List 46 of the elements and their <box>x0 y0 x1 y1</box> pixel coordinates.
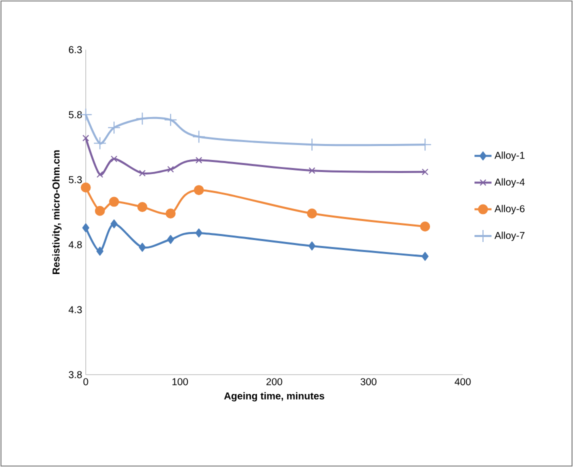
legend-label: Alloy-7 <box>494 232 524 241</box>
point <box>164 113 178 126</box>
legend-label: Alloy-1 <box>494 152 524 161</box>
x-axis-title: Ageing time, minutes <box>224 392 324 402</box>
point <box>196 156 202 164</box>
point <box>195 228 202 238</box>
point <box>420 221 430 232</box>
point <box>93 136 106 150</box>
point <box>137 202 148 212</box>
point <box>136 112 149 126</box>
x-tick-label: 0 <box>83 378 88 386</box>
x-tick-label: 400 <box>454 378 471 386</box>
point <box>166 208 176 218</box>
point <box>138 242 146 252</box>
point <box>82 134 90 142</box>
point <box>306 208 317 218</box>
point <box>110 156 118 162</box>
point <box>96 246 104 256</box>
point <box>422 168 428 176</box>
x-tick-label: 300 <box>360 378 376 386</box>
point <box>167 234 174 244</box>
point <box>422 252 429 261</box>
point <box>82 223 90 232</box>
point <box>194 185 204 196</box>
point <box>110 219 118 228</box>
x-tick-label: 200 <box>266 378 282 386</box>
y-tick-label: 6.3 <box>68 46 82 54</box>
point <box>192 130 206 144</box>
point <box>108 121 121 134</box>
legend-label: Alloy-6 <box>494 204 525 214</box>
point <box>308 241 316 250</box>
point <box>138 170 146 177</box>
y-tick-label: 5.8 <box>68 111 82 118</box>
y-axis-title: Resistivity, micro-Ohm.cm <box>52 150 62 274</box>
y-tick-label: 4.3 <box>68 306 82 314</box>
point <box>167 166 174 173</box>
point <box>94 206 105 216</box>
y-tick-label: 5.3 <box>68 176 82 184</box>
y-tick-label: 4.8 <box>68 241 82 248</box>
point <box>96 171 104 178</box>
point <box>308 167 316 174</box>
legend-label: Alloy-4 <box>494 178 525 188</box>
point <box>80 182 91 192</box>
point <box>109 196 120 207</box>
y-tick-label: 3.8 <box>68 371 82 378</box>
x-tick-label: 100 <box>172 378 188 386</box>
